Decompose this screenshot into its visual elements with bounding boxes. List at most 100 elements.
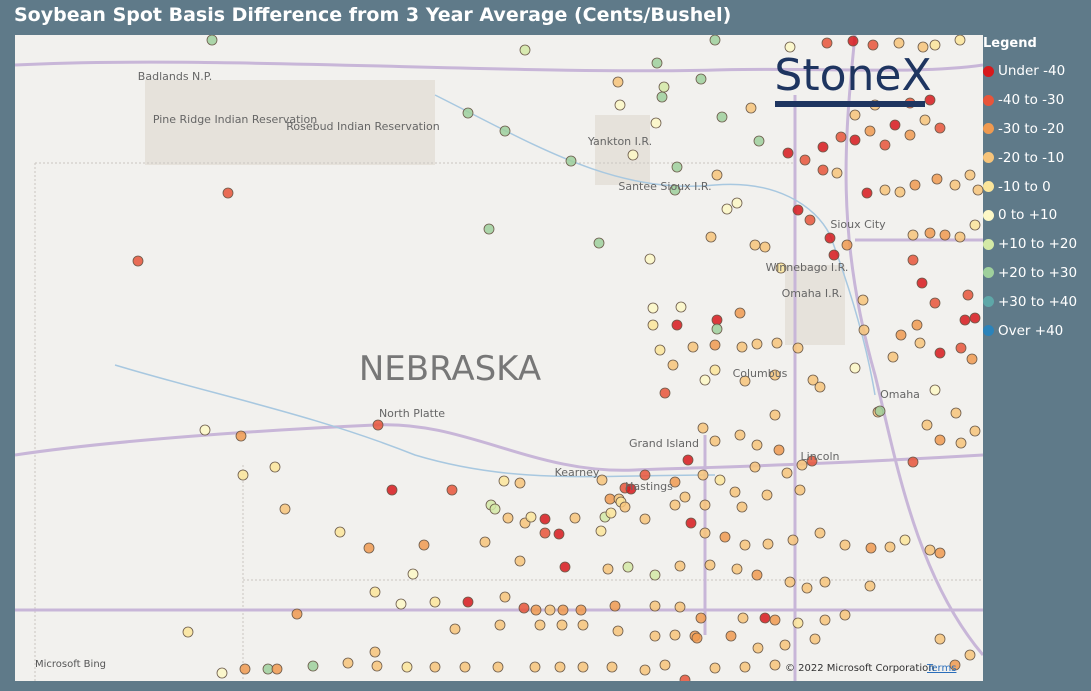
legend-swatch [983,296,994,308]
location-dot [687,341,699,353]
location-dot [462,596,474,608]
legend-item[interactable]: -40 to -30 [983,86,1077,115]
place-label: North Platte [379,407,445,420]
location-dot [817,164,829,176]
location-dot [966,353,978,365]
location-dot [518,602,530,614]
location-dot [861,187,873,199]
location-dot [865,542,877,554]
location-dot [639,513,651,525]
location-dot [577,619,589,631]
location-dot [734,429,746,441]
location-dot [639,469,651,481]
location-dot [492,661,504,673]
location-dot [972,184,983,196]
legend-item[interactable]: Under -40 [983,57,1077,86]
location-dot [762,538,774,550]
rivers [114,94,876,478]
location-dot [824,232,836,244]
legend-label: Over +40 [998,322,1064,339]
location-dot [658,81,670,93]
location-dot [553,528,565,540]
location-dot [894,186,906,198]
place-label: Sioux City [830,218,886,231]
legend-label: -30 to -20 [998,120,1065,137]
location-dot [934,434,946,446]
location-dot [796,459,808,471]
legend-label: -20 to -10 [998,149,1065,166]
legend-item[interactable]: -30 to -20 [983,115,1077,144]
location-dot [893,37,905,49]
location-dot [934,122,946,134]
location-dot [556,619,568,631]
location-dot [499,591,511,603]
location-dot [874,405,886,417]
location-dot [499,125,511,137]
location-dot [709,339,721,351]
location-dot [807,374,819,386]
provider: Microsoft Bing [35,659,106,670]
legend-label: +20 to +30 [998,264,1078,281]
location-dot [619,501,631,513]
location-dot [761,489,773,501]
legend-item[interactable]: +10 to +20 [983,230,1077,259]
location-dot [794,484,806,496]
location-dot [804,214,816,226]
location-dot [711,314,723,326]
location-dot [721,203,733,215]
location-dot [577,661,589,673]
location-dot [639,664,651,676]
legend-item[interactable]: +20 to +30 [983,259,1077,288]
legend-item[interactable]: -10 to 0 [983,172,1077,201]
location-dot [595,525,607,537]
location-dot [725,630,737,642]
location-dot [334,526,346,538]
location-dot [749,461,761,473]
location-dot [839,609,851,621]
location-dot [907,229,919,241]
location-dot [132,255,144,267]
location-dot [924,227,936,239]
map[interactable]: Badlands N.P. Pine Ridge Indian Reservati… [15,35,983,681]
location-dot [679,674,691,681]
location-dot [709,364,721,376]
location-dot [667,359,679,371]
dots [132,35,983,681]
legend-item[interactable]: Over +40 [983,316,1077,345]
location-dot [682,454,694,466]
location-dot [704,559,716,571]
terms: Terms [926,663,956,674]
location-dot [534,619,546,631]
location-dot [709,35,721,46]
location-dot [612,76,624,88]
legend-item[interactable]: -20 to -10 [983,143,1077,172]
legend-item[interactable]: 0 to +10 [983,201,1077,230]
location-dot [934,547,946,559]
location-dot [955,342,967,354]
legend-swatch [983,123,994,135]
location-dot [569,512,581,524]
location-dot [917,41,929,53]
location-dot [924,94,936,106]
location-dot [969,312,981,324]
location-dot [934,633,946,645]
location-dot [602,563,614,575]
location-dot [669,499,681,511]
location-dot [697,422,709,434]
borders [34,162,983,681]
location-dot [964,169,976,181]
location-dot [369,586,381,598]
copyright: © 2022 Microsoft Corporation [785,663,935,674]
location-dot [769,659,781,671]
location-dot [839,539,851,551]
location-dot [771,337,783,349]
legend-swatch [983,267,994,279]
location-dot [606,661,618,673]
place-label: Lincoln [801,450,840,463]
location-dot [814,381,826,393]
location-dot [539,513,551,525]
location-dot [929,39,941,51]
location-dot [751,569,763,581]
legend-item[interactable]: +30 to +40 [983,287,1077,316]
